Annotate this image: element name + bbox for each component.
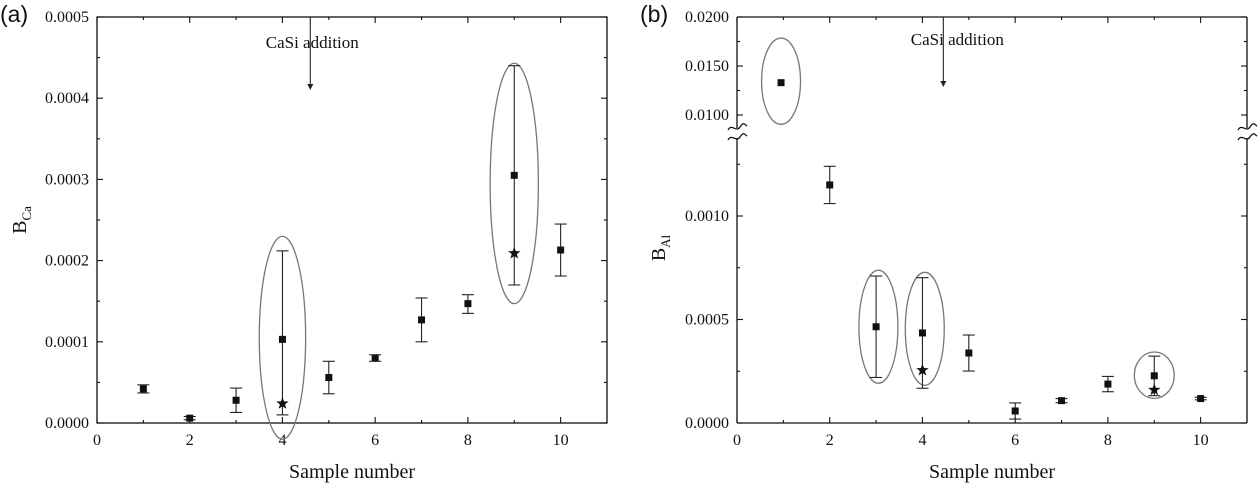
panel-b-point-5	[1011, 407, 1019, 415]
panel-b-x-tick-label-3: 6	[1011, 432, 1019, 449]
panel-b: (b) 0 2 4 6 8 10 0.0000 0.0005 0.0010 0.0100 0.01…	[640, 1, 1258, 483]
panel-a-frame	[96, 16, 608, 424]
svg-text:BAl: BAl	[648, 234, 673, 261]
panel-b-axis-break-mark	[1237, 123, 1258, 131]
panel-b-point-9	[1197, 395, 1205, 403]
panel-b-point-0	[777, 79, 785, 87]
panel-a-star-point-1	[508, 246, 521, 259]
panel-a-point-1	[186, 414, 194, 422]
panel-b-frame	[727, 16, 1258, 424]
panel-a-y-tick-label-2: 0.0002	[45, 253, 89, 270]
panel-a-y-tick-label-1: 0.0001	[45, 334, 89, 351]
panel-a-x-tick-label-1: 2	[186, 432, 194, 449]
panel-b-y-label-main: B	[648, 248, 670, 261]
panel-a-x-label: Sample number	[289, 461, 415, 483]
panel-b-annotation-text: CaSi addition	[911, 30, 1005, 49]
panel-b-y-tick-lower-1-label: 0.0005	[685, 312, 729, 329]
panel-a-y-tick-label-3: 0.0003	[45, 171, 89, 188]
panel-a-x-tick-label-5: 10	[553, 432, 569, 449]
panel-a-star-point-0	[276, 397, 289, 409]
panel-b-x-axis: 0 2 4 6 8 10	[733, 17, 1209, 449]
panel-b-x-tick-label-0: 0	[733, 432, 741, 449]
panel-a-point-6	[418, 316, 426, 324]
panel-b-y-tick-lower-0-label: 0.0000	[685, 415, 729, 432]
panel-b-x-tick-label-1: 2	[826, 432, 834, 449]
panel-b-highlight-ellipse-0	[858, 269, 899, 384]
panel-a-point-2	[232, 396, 240, 404]
panel-a-x-tick-label-0: 0	[93, 432, 101, 449]
panel-a-x-tick-label-3: 6	[371, 432, 379, 449]
panel-b-x-label: Sample number	[929, 461, 1055, 483]
panel-b-point-6	[1058, 397, 1066, 405]
panel-a-annotation-text: CaSi addition	[266, 33, 360, 52]
panel-a: (a) 0 2 4 6 8 10 0.00000.00010.00020.00030.00…	[0, 1, 608, 483]
panel-b-highlight-ellipse-2	[1133, 351, 1175, 400]
panel-b-x-tick-label-5: 10	[1193, 432, 1209, 449]
panel-a-x-tick-label-4: 8	[464, 432, 472, 449]
panel-b-x-tick-label-4: 8	[1104, 432, 1112, 449]
panel-b-point-1	[826, 181, 834, 189]
panel-b-axis-break-mark	[727, 133, 748, 141]
panel-b-point-3	[918, 329, 926, 337]
panel-b-point-7	[1104, 380, 1112, 388]
panel-b-point-4	[965, 349, 973, 357]
panel-a-y-label: BCa	[9, 206, 34, 234]
panel-a-y-label-sub: Ca	[19, 206, 34, 221]
panel-b-y-label-sub: Al	[658, 234, 673, 247]
panel-a-point-4	[325, 374, 333, 382]
panel-b-point-8	[1150, 372, 1158, 380]
svg-text:BCa: BCa	[9, 206, 34, 234]
panel-b-y-tick-upper-0-label: 0.0100	[685, 107, 729, 124]
panel-a-annotation: CaSi addition	[266, 17, 360, 90]
panel-b-annotation-arrowhead	[940, 81, 947, 87]
panel-a-tag: (a)	[0, 1, 28, 27]
panel-a-y-label-main: B	[9, 221, 31, 234]
panel-a-y-tick-label-4: 0.0004	[45, 90, 89, 107]
panel-a-y-tick-label-5: 0.0005	[45, 9, 89, 26]
panel-a-highlight-ellipse-0	[258, 235, 307, 440]
panel-a-marks	[137, 62, 567, 440]
panel-b-y-label: BAl	[648, 234, 673, 261]
panel-b-highlight-ellipse-upper-0	[760, 37, 802, 125]
panel-a-point-5	[371, 354, 379, 362]
panel-a-point-9	[557, 246, 565, 254]
panel-a-point-3	[278, 335, 286, 343]
panel-a-x-tick-label-2: 4	[278, 432, 286, 449]
panel-a-point-7	[464, 300, 472, 308]
panel-b-y-tick-lower-2-label: 0.0010	[685, 208, 729, 225]
panel-a-y-tick-label-0: 0.0000	[45, 415, 89, 432]
panel-b-tag: (b)	[640, 1, 668, 27]
panel-a-point-0	[139, 385, 147, 393]
panel-b-marks	[760, 37, 1207, 420]
panel-b-axis-break-mark	[1237, 133, 1258, 141]
panel-b-y-axis: 0.0000 0.0005 0.0010 0.0100 0.0150 0.0200	[685, 9, 1247, 432]
panel-b-point-2	[872, 323, 880, 331]
panel-b-x-tick-label-2: 4	[918, 432, 926, 449]
panel-a-highlight-ellipse-1	[489, 62, 540, 305]
panel-b-y-tick-upper-2-label: 0.0200	[685, 9, 729, 26]
panel-a-y-axis: 0.0000 0.0001 0.0002 0.0003 0.0004 0.0005	[45, 9, 607, 432]
panel-a-annotation-arrowhead	[307, 84, 314, 90]
panel-b-y-tick-upper-1-label: 0.0150	[685, 58, 729, 75]
panel-a-x-axis: 0 2 4 6 8 10	[93, 17, 569, 449]
panel-b-highlight-ellipse-1	[904, 271, 945, 386]
panel-b-axis-break-mark	[727, 123, 748, 131]
panel-b-star-point-0	[916, 363, 929, 376]
panel-b-annotation: CaSi addition	[911, 17, 1005, 87]
panel-a-point-8	[510, 171, 518, 179]
panel-b-star-point-1	[1148, 383, 1161, 396]
